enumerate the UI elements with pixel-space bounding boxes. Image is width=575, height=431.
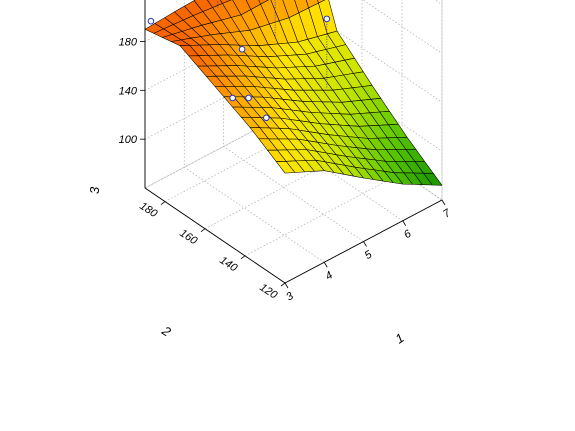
x-tick-label: 5 [363,248,375,262]
y-tick-label: 140 [217,254,240,275]
z-tick-label: 100 [119,134,138,146]
x-tick-mark [402,220,407,226]
data-point [147,17,155,25]
x-tick-label: 4 [323,269,335,282]
x-tick-mark [363,241,367,247]
z-tick-label: 140 [119,85,138,97]
x-tick-mark [323,262,328,268]
x-tick-label: 3 [284,290,296,304]
data-point [238,45,246,53]
data-point [245,94,252,102]
y-tick-mark [240,255,246,260]
x-tick-mark [284,282,289,289]
y-tick-label: 120 [257,281,280,302]
y-tick-mark [280,282,286,287]
z-tick-label: 180 [119,36,138,48]
y-tick-label: 180 [137,200,160,221]
data-point [323,15,331,23]
x-axis-label: 1 [392,330,406,347]
data-points [147,0,331,122]
z-axis-label: 3 [87,186,102,194]
data-point [263,114,270,122]
x-gridline [183,0,325,263]
x-tick-label: 7 [441,207,453,221]
y-axis-label: 2 [159,322,175,339]
x-tick-label: 6 [402,227,414,241]
x-gridline [223,0,364,242]
y-tick-mark [200,228,206,233]
y-tick-label: 160 [177,227,200,248]
y-tick-mark [160,201,166,205]
surface-mesh [144,0,443,186]
x-tick-mark [441,199,446,206]
data-point [229,94,236,102]
surface-patch [276,161,296,174]
